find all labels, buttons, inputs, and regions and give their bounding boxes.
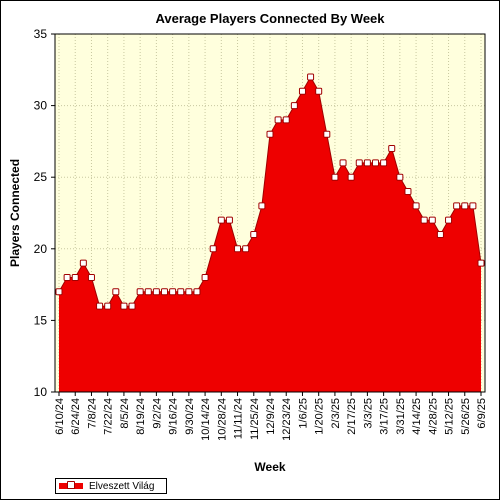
data-point: [404, 188, 412, 196]
chart-title: Average Players Connected By Week: [155, 11, 385, 26]
data-point: [258, 202, 266, 210]
data-point: [388, 145, 396, 153]
x-tick-label: 5/26/25: [460, 398, 472, 435]
x-tick-label: 3/31/25: [395, 398, 407, 435]
data-point: [396, 173, 404, 181]
data-point: [55, 288, 63, 296]
data-point: [201, 273, 209, 281]
x-tick-label: 6/10/24: [54, 398, 66, 435]
x-tick-label: 7/22/24: [103, 398, 115, 435]
x-tick-label: 7/8/24: [86, 398, 98, 429]
legend-swatch: [59, 481, 83, 490]
x-tick-label: 8/19/24: [135, 398, 147, 435]
data-point: [412, 202, 420, 210]
y-tick-label: 35: [34, 27, 48, 41]
data-point: [477, 259, 485, 267]
data-point: [355, 159, 363, 167]
x-tick-label: 3/17/25: [379, 398, 391, 435]
x-tick-label: 1/6/25: [297, 398, 309, 429]
data-point: [290, 102, 298, 110]
data-point: [152, 288, 160, 296]
x-tick-label: 9/30/24: [184, 398, 196, 435]
data-point: [363, 159, 371, 167]
data-point: [298, 87, 306, 95]
x-tick-label: 8/5/24: [119, 398, 131, 429]
x-tick-label: 6/9/25: [476, 398, 488, 429]
x-tick-label: 9/2/24: [151, 398, 163, 429]
data-point: [225, 216, 233, 224]
x-tick-label: 6/24/24: [70, 398, 82, 435]
data-point: [193, 288, 201, 296]
data-point: [420, 216, 428, 224]
data-point: [266, 130, 274, 138]
data-point: [323, 130, 331, 138]
data-point: [104, 302, 112, 310]
y-axis-label: Players Connected: [8, 159, 22, 267]
data-point: [428, 216, 436, 224]
data-point: [307, 73, 315, 81]
data-point: [339, 159, 347, 167]
data-point: [161, 288, 168, 296]
data-point: [177, 288, 185, 296]
y-tick-label: 25: [34, 170, 48, 184]
data-point: [469, 202, 477, 210]
data-point: [169, 288, 177, 296]
x-tick-label: 4/28/25: [427, 398, 439, 435]
data-point: [217, 216, 225, 224]
data-point: [250, 230, 258, 238]
legend-label: Elveszett Világ: [89, 480, 155, 492]
data-point: [71, 273, 79, 281]
x-tick-label: 5/12/25: [444, 398, 456, 435]
data-point: [436, 230, 444, 238]
y-tick-label: 10: [34, 385, 48, 399]
data-point: [315, 87, 323, 95]
data-point: [79, 259, 87, 267]
y-tick-label: 30: [34, 99, 48, 113]
data-point: [136, 288, 144, 296]
x-tick-label: 10/28/24: [216, 398, 228, 441]
data-point: [347, 173, 355, 181]
y-tick-label: 15: [34, 313, 48, 327]
data-point: [87, 273, 95, 281]
data-point: [372, 159, 379, 167]
series-area: [59, 76, 481, 393]
data-point: [96, 302, 104, 310]
x-tick-label: 9/16/24: [168, 398, 180, 435]
x-axis-label: Week: [254, 460, 285, 474]
x-tick-label: 11/11/24: [233, 398, 245, 439]
y-tick-label: 20: [34, 242, 48, 256]
x-tick-label: 1/20/25: [314, 398, 326, 435]
data-point: [453, 202, 461, 210]
data-point: [274, 116, 282, 124]
data-point: [461, 202, 469, 210]
legend-swatch-marker: [67, 481, 75, 489]
data-point: [242, 245, 250, 253]
data-point: [282, 116, 290, 124]
x-tick-label: 3/3/25: [362, 398, 374, 429]
data-point: [128, 302, 136, 310]
data-point: [380, 159, 388, 167]
x-tick-label: 2/3/25: [330, 398, 342, 429]
data-point: [234, 245, 242, 253]
data-point: [112, 288, 120, 296]
x-tick-label: 11/25/24: [249, 398, 261, 440]
x-tick-label: 4/14/25: [411, 398, 423, 435]
data-point: [445, 216, 453, 224]
legend: Elveszett Világ: [55, 478, 167, 494]
x-tick-label: 12/9/24: [265, 398, 277, 435]
x-tick-label: 2/17/25: [346, 398, 358, 435]
x-tick-label: 12/23/24: [281, 398, 293, 441]
data-point: [209, 245, 217, 253]
data-point: [120, 302, 128, 310]
data-point: [185, 288, 193, 296]
x-tick-label: 10/14/24: [200, 398, 212, 441]
data-point: [63, 273, 71, 281]
data-point: [331, 173, 339, 181]
data-point: [144, 288, 152, 296]
